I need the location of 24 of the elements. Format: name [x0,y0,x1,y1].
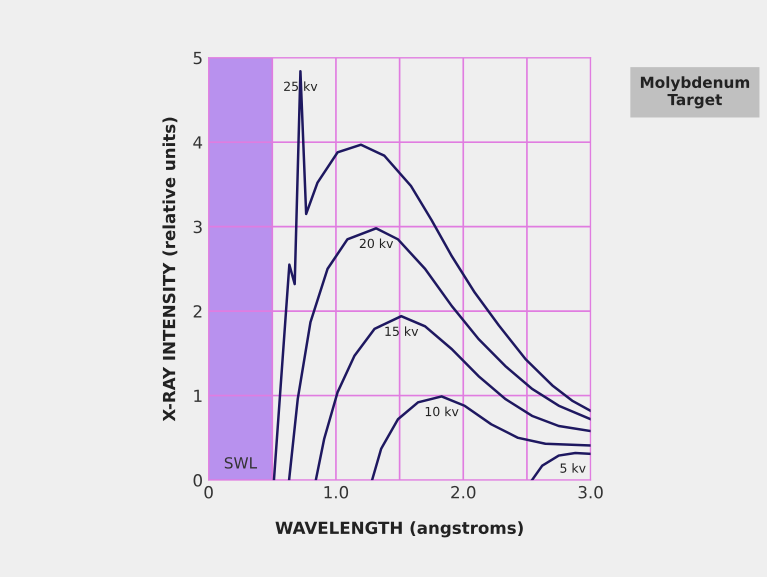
line-series [370,395,591,480]
y-tick-label: 2 [194,305,202,318]
y-axis-title: X-RAY INTENSITY (relative units) [162,118,178,422]
series-label: 10 kv [426,406,459,416]
line-series [272,70,591,480]
x-tick-label: 0 [204,486,213,499]
x-tick-label: 2.0 [451,486,476,499]
line-series [530,452,591,480]
y-tick-label: 3 [194,220,202,234]
series-label: 5 kv [560,463,586,473]
y-tick-label: 4 [193,136,202,149]
series-label: 20 kv [360,238,394,248]
y-tick-label: 0 [194,474,202,487]
x-tick-label: 1.0 [324,486,348,499]
x-axis-title: WAVELENGTH (angstroms) [275,521,523,538]
y-tick-label: 1 [194,390,202,402]
band-label: SWL [224,457,258,469]
series-label: 15 kv [385,326,418,336]
line-series [314,314,591,480]
y-tick-label: 5 [194,52,202,64]
text: Molybdenum Target [640,76,750,108]
line-series [288,227,591,480]
series-label: 25 kv [284,81,318,92]
x-tick-label: 3.0 [578,486,603,499]
